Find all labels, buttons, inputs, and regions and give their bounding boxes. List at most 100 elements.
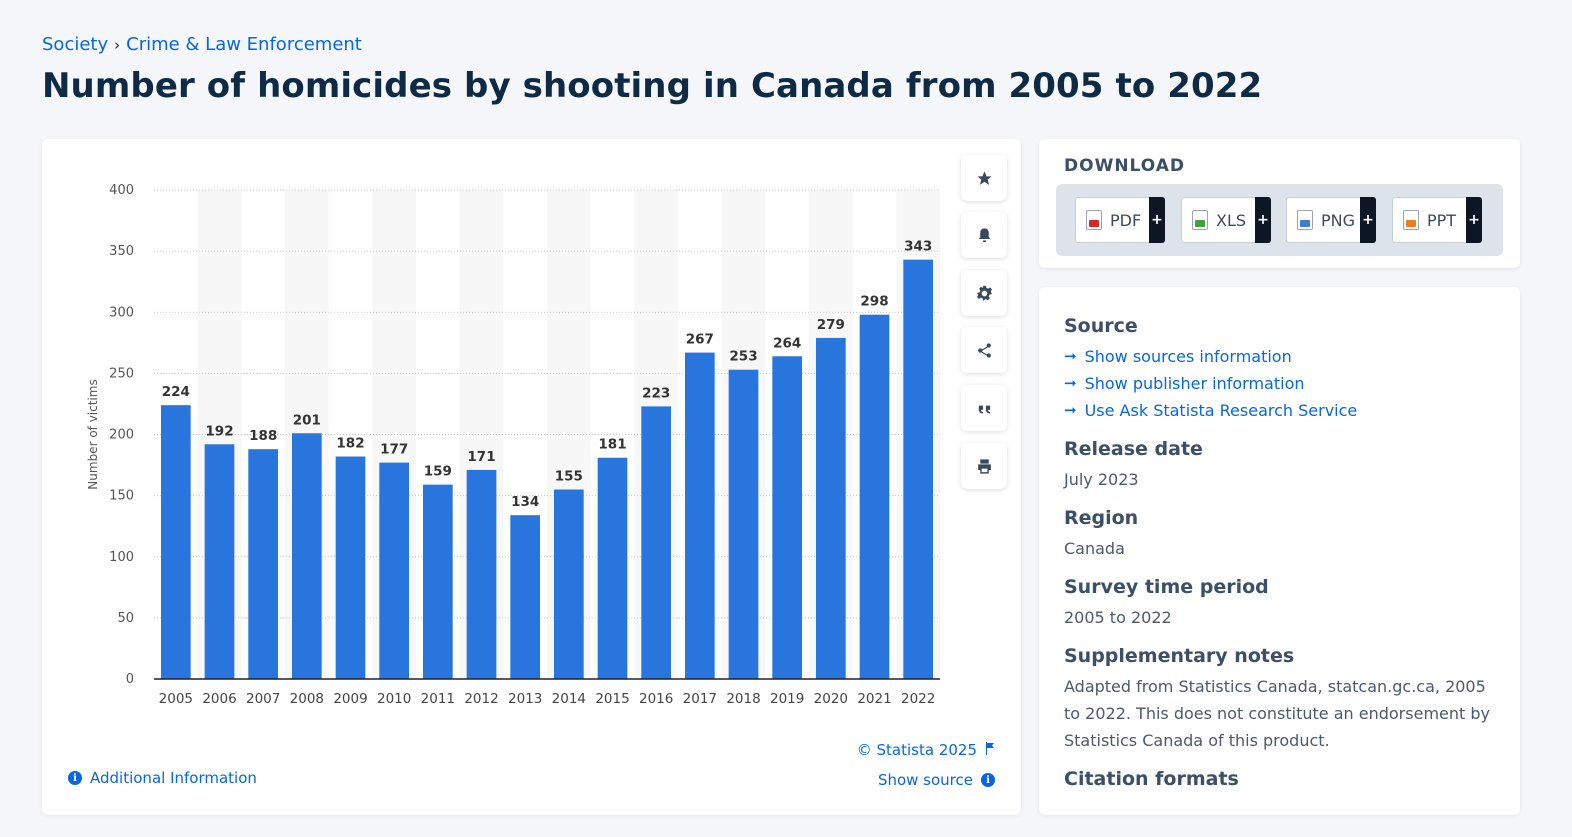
- y-tick-label: 200: [109, 428, 134, 443]
- png-file-icon: [1297, 210, 1313, 230]
- download-pdf-label: PDF: [1110, 210, 1142, 230]
- x-tick-label: 2005: [159, 691, 193, 707]
- print-icon[interactable]: [961, 443, 1007, 489]
- data-label: 279: [817, 317, 845, 333]
- bell-icon[interactable]: [961, 212, 1007, 258]
- breadcrumb-society[interactable]: Society: [42, 34, 109, 55]
- data-label: 224: [162, 384, 190, 400]
- data-label: 253: [729, 349, 757, 365]
- x-tick-label: 2008: [290, 691, 324, 707]
- bar: [204, 444, 235, 679]
- y-tick-label: 400: [109, 183, 134, 198]
- bar: [815, 337, 846, 679]
- region-value: Canada: [1064, 539, 1125, 558]
- plus-icon: +: [1466, 197, 1482, 243]
- arrow-right-icon: ➞: [1064, 347, 1077, 365]
- x-tick-label: 2022: [901, 691, 935, 707]
- bar: [772, 356, 803, 679]
- bar: [291, 433, 322, 679]
- data-label: 267: [686, 332, 714, 348]
- show-sources-link[interactable]: ➞ Show sources information: [1064, 343, 1495, 370]
- data-label: 223: [642, 385, 670, 401]
- release-date-section: Release date July 2023: [1064, 438, 1495, 493]
- download-ppt-button[interactable]: PPT +: [1392, 197, 1482, 243]
- ppt-file-icon: [1403, 210, 1419, 230]
- x-tick-label: 2012: [464, 691, 498, 707]
- bar: [422, 484, 453, 679]
- bar: [248, 449, 279, 679]
- plus-icon: +: [1255, 197, 1271, 243]
- gear-icon[interactable]: [961, 270, 1007, 316]
- plus-icon: +: [1149, 197, 1165, 243]
- ask-statista-text: Use Ask Statista Research Service: [1084, 401, 1358, 420]
- bar: [160, 405, 191, 679]
- data-label: 177: [380, 442, 408, 458]
- copyright-text: © Statista 2025: [856, 741, 977, 759]
- flag-icon: [985, 741, 995, 759]
- copyright[interactable]: © Statista 2025: [857, 741, 995, 759]
- bar-chart: 0 50 100 150 200 250 300 350 400 224 2005 192 2006 18…: [86, 183, 940, 707]
- x-tick-label: 2020: [814, 691, 848, 707]
- region-section: Region Canada: [1064, 507, 1495, 562]
- quote-icon[interactable]: [961, 385, 1007, 431]
- survey-period-section: Survey time period 2005 to 2022: [1064, 576, 1495, 631]
- source-section: Source ➞ Show sources information ➞ Show p…: [1064, 315, 1495, 424]
- citation-formats-heading[interactable]: Citation formats: [1064, 768, 1239, 790]
- supplementary-notes-section: Supplementary notes Adapted from Statist…: [1064, 645, 1495, 754]
- source-heading: Source: [1064, 315, 1138, 337]
- bar: [379, 462, 410, 679]
- show-publisher-text: Show publisher information: [1084, 374, 1305, 393]
- info-card: Source ➞ Show sources information ➞ Show p…: [1039, 287, 1520, 815]
- bar: [684, 352, 715, 679]
- data-label: 181: [598, 437, 626, 453]
- release-date-heading: Release date: [1064, 438, 1203, 460]
- bar: [466, 469, 497, 679]
- x-tick-label: 2018: [726, 691, 760, 707]
- page-title: Number of homicides by shooting in Canad…: [42, 66, 1263, 106]
- download-png-button[interactable]: PNG +: [1286, 197, 1376, 243]
- download-card: DOWNLOAD PDF + XLS + PNG + PPT +: [1039, 139, 1520, 268]
- x-tick-label: 2011: [421, 691, 455, 707]
- x-tick-label: 2016: [639, 691, 673, 707]
- show-source-text: Show source: [877, 771, 973, 789]
- download-png-label: PNG: [1321, 210, 1356, 230]
- y-tick-label: 50: [117, 611, 134, 626]
- x-tick-label: 2017: [683, 691, 717, 707]
- ask-statista-link[interactable]: ➞ Use Ask Statista Research Service: [1064, 397, 1495, 424]
- bar: [553, 489, 584, 679]
- info-icon: i: [981, 773, 995, 787]
- y-tick-label: 100: [109, 550, 134, 565]
- data-label: 159: [424, 464, 452, 480]
- y-tick-label: 300: [109, 305, 134, 320]
- download-heading: DOWNLOAD: [1064, 156, 1186, 176]
- xls-file-icon: [1192, 210, 1208, 230]
- show-publisher-link[interactable]: ➞ Show publisher information: [1064, 370, 1495, 397]
- breadcrumb-crime[interactable]: Crime & Law Enforcement: [126, 34, 362, 55]
- x-tick-label: 2019: [770, 691, 804, 707]
- survey-period-heading: Survey time period: [1064, 576, 1269, 598]
- download-ppt-label: PPT: [1427, 210, 1457, 230]
- citation-section: Citation formats: [1064, 768, 1495, 790]
- data-label: 155: [555, 469, 583, 485]
- info-icon: i: [68, 771, 82, 785]
- star-icon[interactable]: [961, 155, 1007, 201]
- supplementary-notes-value: Adapted from Statistics Canada, statcan.…: [1064, 677, 1490, 750]
- show-source-link[interactable]: Show source i: [878, 771, 995, 789]
- bar: [597, 457, 628, 679]
- data-label: 192: [205, 423, 233, 439]
- release-date-value: July 2023: [1064, 470, 1139, 489]
- arrow-right-icon: ➞: [1064, 374, 1077, 392]
- plus-icon: +: [1360, 197, 1376, 243]
- share-icon[interactable]: [961, 327, 1007, 373]
- pdf-file-icon: [1086, 210, 1102, 230]
- bar: [641, 406, 672, 679]
- show-sources-text: Show sources information: [1084, 347, 1292, 366]
- download-pdf-button[interactable]: PDF +: [1075, 197, 1165, 243]
- download-xls-button[interactable]: XLS +: [1181, 197, 1271, 243]
- additional-information-link[interactable]: i Additional Information: [68, 769, 257, 787]
- additional-information-text: Additional Information: [90, 769, 257, 787]
- x-tick-label: 2006: [202, 691, 236, 707]
- data-label: 298: [860, 294, 888, 310]
- y-tick-label: 0: [126, 672, 134, 687]
- download-bar: PDF + XLS + PNG + PPT +: [1056, 184, 1503, 256]
